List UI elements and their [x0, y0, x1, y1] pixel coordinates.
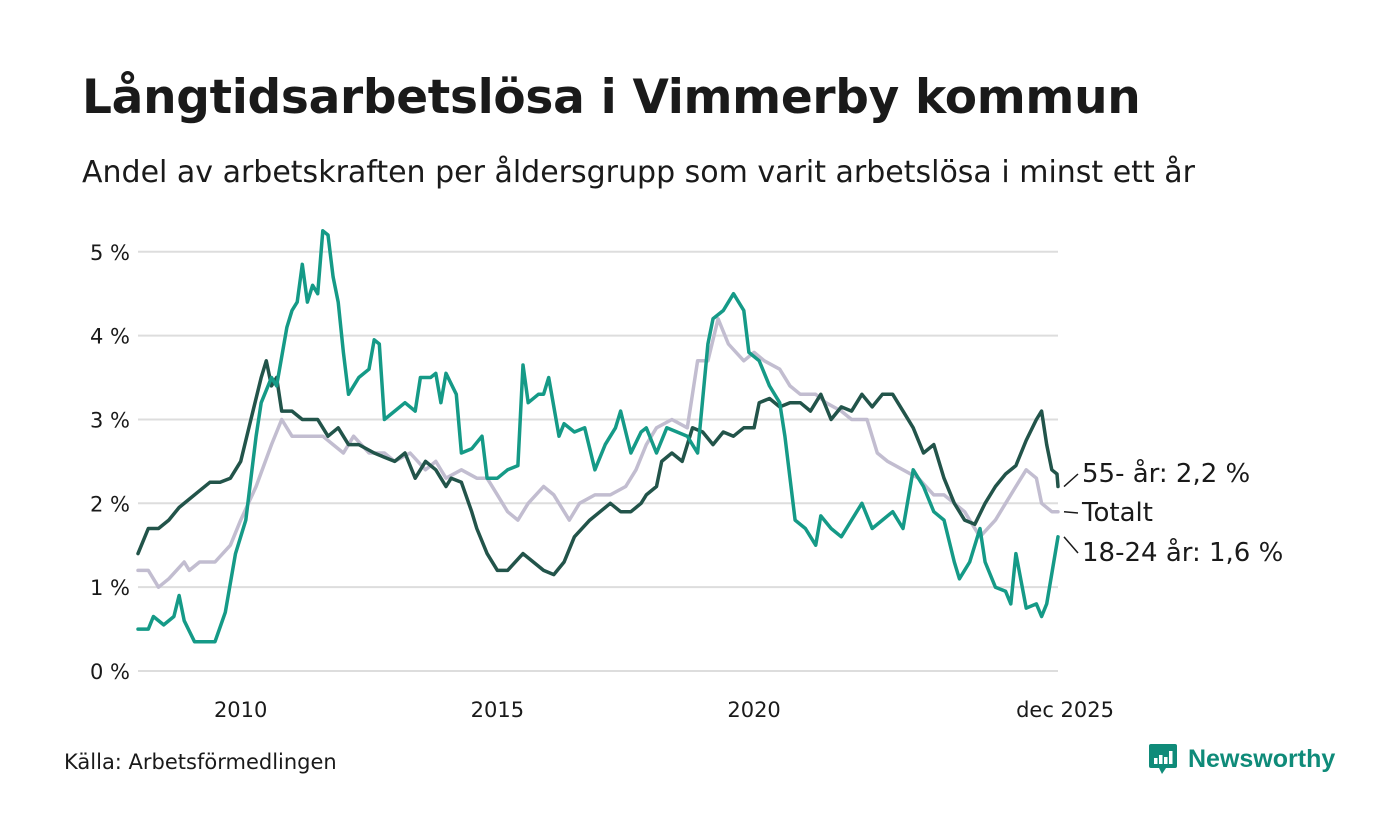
chart-subtitle: Andel av arbetskraften per åldersgrupp s… [82, 155, 1195, 190]
series-end-labels: Totalt 55- år: 2,2 % 18-24 år: 1,6 % [1063, 458, 1283, 568]
series-line-0 [136, 317, 1060, 589]
newsworthy-logo-icon [1149, 744, 1177, 774]
x-tick-label: 2010 [214, 698, 267, 722]
brand-name: Newsworthy [1188, 744, 1336, 773]
series-lines [136, 229, 1060, 644]
end-label-leader [1063, 473, 1079, 488]
y-axis-labels: 0 % 1 % 2 % 3 % 4 % 5 % [90, 241, 130, 684]
series-end-label: 18-24 år: 1,6 % [1082, 537, 1283, 568]
y-tick-label: 5 % [90, 241, 130, 265]
y-tick-label: 3 % [90, 408, 130, 432]
grid-lines [138, 250, 1058, 672]
x-axis-labels: 2010 2015 2020 dec 2025 [214, 698, 1114, 722]
y-tick-label: 2 % [90, 492, 130, 516]
series-line-2 [136, 229, 1060, 644]
source-credit: Källa: Arbetsförmedlingen [64, 750, 337, 774]
series-end-label: 55- år: 2,2 % [1082, 458, 1250, 489]
chart-title: Långtidsarbetslösa i Vimmerby kommun [82, 70, 1141, 125]
series-end-label: Totalt [1081, 498, 1153, 528]
y-tick-label: 0 % [90, 660, 130, 684]
x-tick-label: 2020 [727, 698, 780, 722]
end-label-leader [1063, 536, 1079, 554]
x-tick-label: 2015 [471, 698, 524, 722]
x-tick-label: dec 2025 [1016, 698, 1114, 722]
y-tick-label: 1 % [90, 576, 130, 600]
brand-logo[interactable]: Newsworthy [1148, 742, 1335, 776]
y-tick-label: 4 % [90, 325, 130, 349]
series-line-1 [136, 359, 1060, 577]
end-label-leader [1063, 510, 1079, 514]
